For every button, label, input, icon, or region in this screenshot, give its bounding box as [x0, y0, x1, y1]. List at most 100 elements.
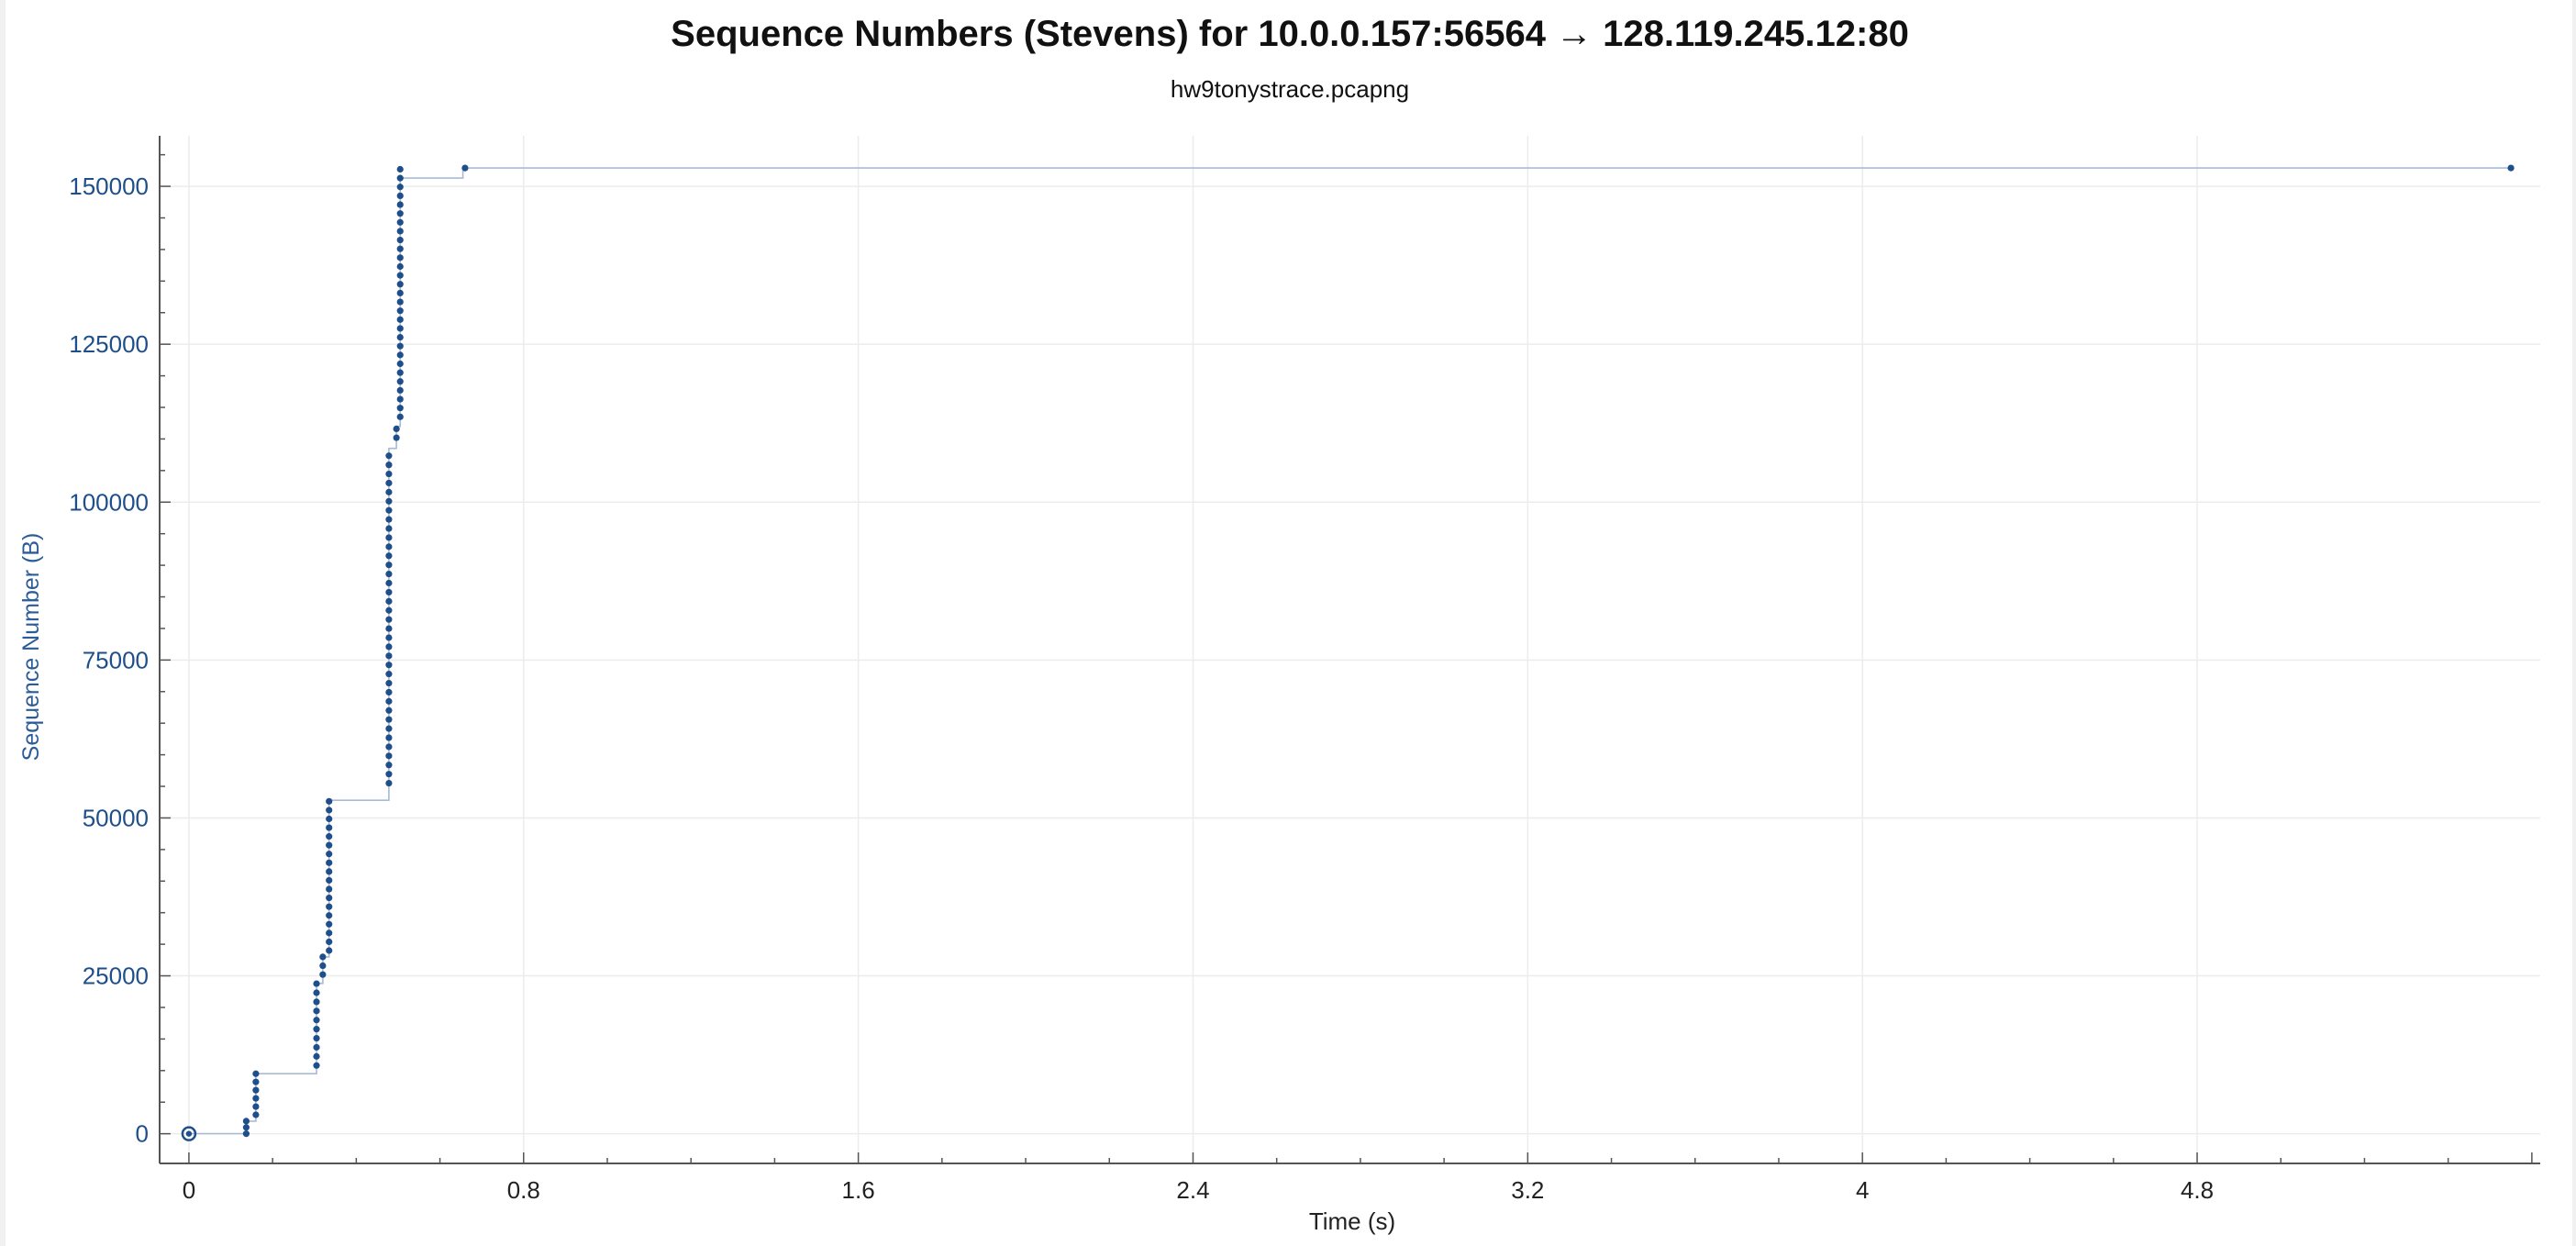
segment-point[interactable]: [385, 697, 393, 705]
segment-point[interactable]: [396, 165, 404, 173]
segment-point[interactable]: [385, 679, 393, 687]
segment-point[interactable]: [396, 351, 404, 359]
segment-point[interactable]: [326, 868, 333, 875]
segment-point[interactable]: [396, 405, 404, 412]
segment-point[interactable]: [461, 164, 469, 172]
segment-point[interactable]: [396, 395, 404, 403]
segment-point[interactable]: [396, 210, 404, 217]
segment-point[interactable]: [313, 1034, 320, 1042]
segment-point[interactable]: [326, 912, 333, 919]
segment-point[interactable]: [385, 552, 393, 560]
segment-point[interactable]: [385, 662, 393, 669]
syn-point[interactable]: [185, 1130, 193, 1137]
segment-point[interactable]: [326, 807, 333, 814]
segment-point[interactable]: [385, 671, 393, 678]
segment-point[interactable]: [242, 1130, 250, 1138]
segment-point[interactable]: [385, 743, 393, 751]
segment-point[interactable]: [385, 606, 393, 614]
segment-point[interactable]: [396, 245, 404, 252]
segment-point[interactable]: [326, 938, 333, 946]
segment-point[interactable]: [385, 725, 393, 732]
segment-point[interactable]: [242, 1118, 250, 1125]
segment-point[interactable]: [385, 462, 393, 469]
segment-point[interactable]: [326, 920, 333, 928]
segment-point[interactable]: [313, 1026, 320, 1033]
segment-point[interactable]: [326, 815, 333, 823]
segment-point[interactable]: [396, 192, 404, 199]
segment-point[interactable]: [385, 579, 393, 587]
segment-point[interactable]: [385, 506, 393, 514]
segment-point[interactable]: [396, 316, 404, 323]
segment-point[interactable]: [252, 1095, 260, 1102]
segment-point[interactable]: [396, 298, 404, 306]
segment-point[interactable]: [252, 1078, 260, 1085]
syn-point-ring[interactable]: [181, 1126, 197, 1141]
segment-point[interactable]: [385, 534, 393, 541]
segment-point[interactable]: [396, 307, 404, 315]
segment-point[interactable]: [252, 1086, 260, 1094]
segment-point[interactable]: [396, 369, 404, 376]
segment-point[interactable]: [396, 184, 404, 191]
segment-point[interactable]: [326, 876, 333, 884]
segment-point[interactable]: [396, 360, 404, 368]
segment-point[interactable]: [385, 771, 393, 778]
segment-point[interactable]: [385, 716, 393, 723]
segment-point[interactable]: [396, 413, 404, 420]
segment-point[interactable]: [385, 762, 393, 769]
segment-point[interactable]: [396, 254, 404, 261]
segment-point[interactable]: [326, 851, 333, 858]
segment-point[interactable]: [396, 378, 404, 385]
segment-point[interactable]: [385, 652, 393, 660]
segment-point[interactable]: [385, 525, 393, 532]
segment-point[interactable]: [252, 1103, 260, 1110]
segment-point[interactable]: [385, 625, 393, 632]
segment-point[interactable]: [396, 201, 404, 208]
segment-point[interactable]: [385, 470, 393, 478]
segment-point[interactable]: [385, 734, 393, 741]
segment-point[interactable]: [385, 643, 393, 651]
segment-point[interactable]: [326, 885, 333, 893]
segment-point[interactable]: [396, 281, 404, 288]
segment-point[interactable]: [326, 824, 333, 831]
segment-point[interactable]: [319, 971, 327, 978]
segment-point[interactable]: [396, 174, 404, 182]
segment-point[interactable]: [385, 516, 393, 523]
segment-point[interactable]: [396, 272, 404, 279]
segment-point[interactable]: [396, 262, 404, 271]
segment-point[interactable]: [396, 236, 404, 244]
segment-point[interactable]: [396, 218, 404, 226]
segment-point[interactable]: [313, 998, 320, 1006]
segment-point[interactable]: [396, 228, 404, 235]
segment-point[interactable]: [242, 1124, 250, 1131]
segment-point[interactable]: [385, 543, 393, 551]
segment-point[interactable]: [385, 479, 393, 487]
segment-point[interactable]: [313, 1052, 320, 1060]
segment-point[interactable]: [319, 962, 327, 970]
segment-point[interactable]: [313, 980, 320, 987]
segment-point[interactable]: [385, 497, 393, 505]
segment-point[interactable]: [385, 634, 393, 641]
segment-point[interactable]: [385, 571, 393, 578]
segment-point[interactable]: [396, 325, 404, 332]
segment-point[interactable]: [252, 1070, 260, 1077]
segment-point[interactable]: [326, 903, 333, 910]
segment-point[interactable]: [252, 1111, 260, 1118]
segment-point[interactable]: [385, 452, 393, 460]
segment-point[interactable]: [385, 588, 393, 596]
segment-point[interactable]: [326, 929, 333, 937]
segment-point[interactable]: [396, 333, 404, 341]
segment-point[interactable]: [313, 1017, 320, 1024]
segment-point[interactable]: [2507, 164, 2515, 172]
segment-point[interactable]: [313, 1007, 320, 1015]
segment-point[interactable]: [385, 562, 393, 569]
data-points[interactable]: [181, 164, 2515, 1141]
segment-point[interactable]: [396, 289, 404, 297]
segment-point[interactable]: [385, 597, 393, 605]
segment-point[interactable]: [396, 342, 404, 350]
segment-point[interactable]: [396, 386, 404, 395]
sequence-number-chart[interactable]: Sequence Numbers (Stevens) for 10.0.0.15…: [6, 0, 2572, 1246]
segment-point[interactable]: [313, 989, 320, 996]
segment-point[interactable]: [385, 616, 393, 623]
segment-point[interactable]: [385, 752, 393, 760]
segment-point[interactable]: [326, 797, 333, 805]
